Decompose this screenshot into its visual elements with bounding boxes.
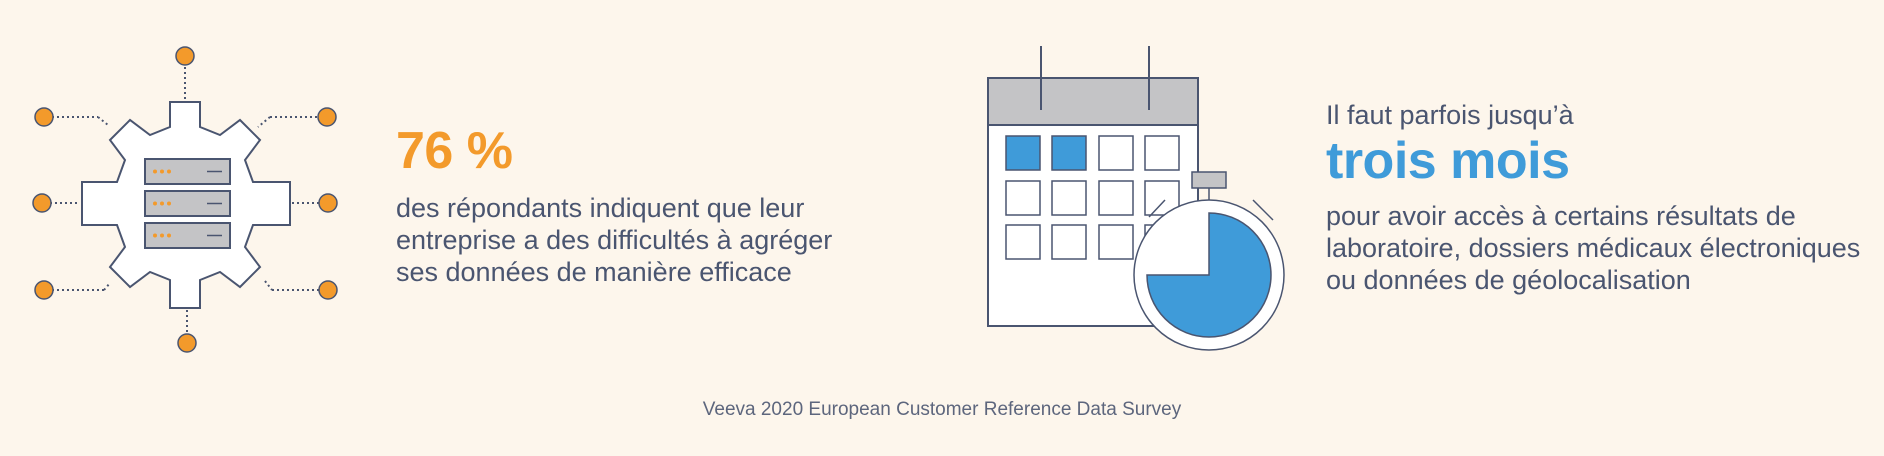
stat-right-intro: Il faut parfois jusqu’à (1326, 100, 1574, 130)
calendar-stopwatch-icon (987, 46, 1285, 351)
stat-right-description-line: pour avoir accès à certains résultats de (1326, 201, 1796, 231)
stopwatch-icon (1133, 171, 1285, 351)
stat-right-value: trois mois (1326, 132, 1570, 190)
stat-left-value: 76 % (396, 122, 513, 180)
stat-left-description-line: entreprise a des difficultés à agréger (396, 225, 833, 255)
stat-left-description: des répondants indiquent que leur entrep… (396, 192, 916, 288)
connection-nodes (32, 46, 338, 353)
stat-left: 76 % des répondants indiquent que leur e… (396, 120, 916, 288)
stat-right-description: pour avoir accès à certains résultats de… (1326, 200, 1884, 296)
stat-left-description-line: ses données de manière efficace (396, 257, 792, 287)
server-stack (144, 158, 231, 249)
stat-left-description-line: des répondants indiquent que leur (396, 193, 805, 223)
stat-right-description-line: ou données de géolocalisation (1326, 265, 1691, 295)
footer-source: Veeva 2020 European Customer Reference D… (702, 399, 1182, 420)
stat-right: Il faut parfois jusqu’à trois mois pour … (1326, 98, 1884, 296)
gear-server-icon (32, 46, 338, 353)
stat-right-description-line: laboratoire, dossiers médicaux électroni… (1326, 233, 1861, 263)
